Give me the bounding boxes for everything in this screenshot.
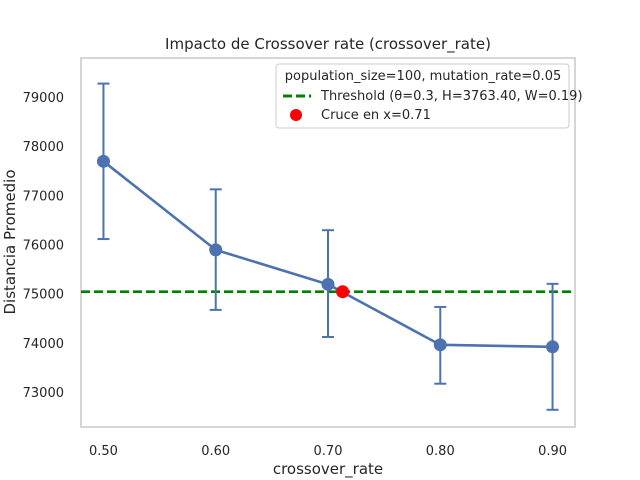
data-point: [433, 338, 447, 352]
data-point: [209, 243, 223, 257]
y-tick-label: 73000: [23, 386, 64, 401]
x-tick-label: 0.60: [201, 444, 230, 459]
data-point: [546, 340, 560, 354]
y-tick-label: 74000: [23, 337, 64, 352]
x-tick-label: 0.70: [314, 444, 343, 459]
x-ticks: 0.50 0.60 0.70 0.80 0.90: [89, 444, 567, 459]
x-axis-label: crossover_rate: [273, 460, 383, 479]
legend-crossing-label: Cruce en x=0.71: [321, 108, 431, 123]
x-tick-label: 0.50: [89, 444, 118, 459]
x-tick-label: 0.80: [426, 444, 455, 459]
y-ticks: 73000 74000 75000 76000 77000 78000 79000: [23, 91, 64, 401]
chart-title: Impacto de Crossover rate (crossover_rat…: [165, 35, 491, 54]
legend-box: [275, 63, 570, 129]
legend-crossing-swatch: [290, 109, 302, 121]
data-point: [321, 277, 335, 291]
crossing-point: [336, 285, 350, 299]
y-tick-label: 77000: [23, 189, 64, 204]
data-point: [96, 154, 110, 168]
legend-title: population_size=100, mutation_rate=0.05: [285, 69, 561, 84]
y-tick-label: 78000: [23, 140, 64, 155]
y-tick-label: 76000: [23, 238, 64, 253]
series-layer: [96, 154, 560, 354]
legend-threshold-label: Threshold (θ=0.3, H=3763.40, W=0.19): [320, 89, 583, 104]
crossing-layer: [336, 285, 350, 299]
y-tick-label: 75000: [23, 288, 64, 303]
error-bars: [97, 82, 559, 411]
x-tick-label: 0.90: [538, 444, 567, 459]
legend: population_size=100, mutation_rate=0.05 …: [275, 63, 583, 129]
y-axis-label: Distancia Promedio: [1, 170, 19, 315]
y-tick-label: 79000: [23, 91, 64, 106]
